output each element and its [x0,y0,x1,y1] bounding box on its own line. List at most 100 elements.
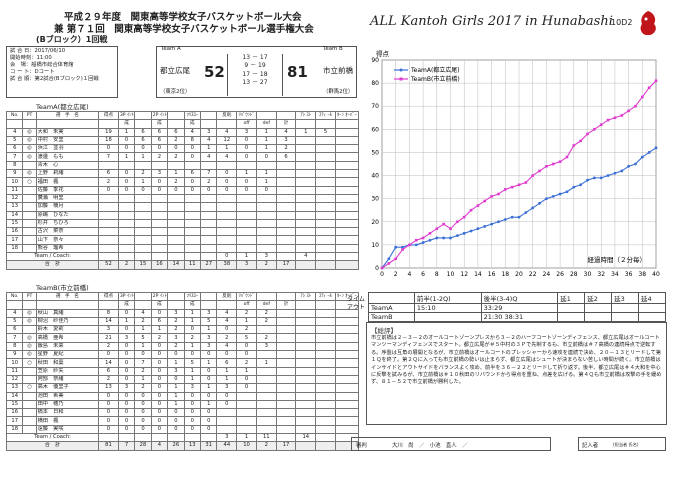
team-b-cell: 9 [5,350,24,360]
team-a-cell [183,193,202,204]
team-b-cell: 14 [5,391,24,401]
team-a-cell [216,193,238,204]
team-a-total-cell [315,260,336,270]
team-a-cell [134,193,152,204]
team-a-cell [255,218,277,229]
team-b-cell [22,325,37,335]
x-tick-label: 2 [394,271,398,278]
y-tick-label: 40 [371,173,379,180]
series-point-team-a [449,236,452,240]
team-b-coach-cell [117,433,136,443]
series-point-team-b [476,204,480,207]
team-a-header-cell [98,119,119,129]
team-b-header-cell: def [255,300,277,310]
team-b-cell: 高木 優里子 [35,383,100,393]
team-b-cell: 1 [167,358,185,368]
team-b-cell: 0 [117,341,136,352]
team-b-cell: 0 [216,399,238,410]
team-a-coach-cell: 1 [236,252,257,262]
team-a-header-cell [275,110,297,121]
team-b-cell: 1 [236,316,257,327]
team-a-cell [200,243,218,254]
team-a-cell [134,218,152,229]
x-tick-label: 24 [543,271,551,278]
team-a-cell [22,210,37,220]
team-a-cell: 6 [150,127,169,137]
team-b-cell: 1 [134,374,152,385]
team-b-cell: 2 [216,333,238,343]
team-a-cell: 1 [117,127,136,137]
team-b-cell: 0 [150,424,169,435]
team-a-cell: ◎ [22,169,37,179]
event-english-title: ALL Kantoh Girls 2017 in Hunabashi [370,14,613,29]
team-b-cell: 4 [5,308,24,318]
team-a-player-row: 5 ◎ 中村 安里 18 0 6 6 2 8 4 12 0 1 3 [5,135,360,146]
team-a-cell: 0 [134,185,152,195]
team-a-stats-table: No. PT 選 手 名得点 3P ｲﾝﾄ 2P ｲﾝﾄ ﾌﾘｽﾛｰ 反則 ﾘﾊﾞｳﾝﾄﾞ ｱｼ… [5,110,360,270]
team-b-cell: 0 [216,325,238,335]
series-point-team-a [558,192,562,196]
x-tick-label: 14 [474,271,482,278]
team-a-cell: 4 [5,127,24,137]
team-b-cell: 3 [167,366,185,376]
team-a-header-cell: No. [5,110,24,121]
team-a-cell: 8 [5,160,24,171]
team-b-cell [236,424,257,435]
team-b-coach-cell: 14 [295,433,317,443]
series-point-team-b [634,104,637,108]
series-point-team-a [613,171,617,175]
info-game-order: 試 合 順：第2試合(Bブロック)１回戦 [10,76,99,82]
team-a-cell: 古沢 菜奈 [35,227,100,237]
team-a-cell: 6 [134,127,152,137]
team-a-total-row: 合 計 52 2 15 16 14 11 27 38 3 2 17 [5,260,360,270]
team-a-total-cell: 52 [98,260,119,270]
team-b-cell [334,391,360,401]
team-a-cell [216,202,238,212]
team-b-cell [22,391,37,401]
team-a-player-row: 8 青木 心 [5,160,360,171]
team-b-cell: 0 [150,383,169,393]
team-a-cell [295,135,317,146]
team-b-cell: 0 [98,399,119,410]
team-a-cell: 0 [117,135,136,146]
team-a-cell [255,227,277,237]
team-b-cell [315,366,336,376]
team-b-header-cell [167,291,185,302]
team-a-cell [216,210,238,220]
team-a-total: 52 [204,63,225,81]
series-point-team-b [483,199,487,203]
team-a-cell [275,160,297,171]
team-b-cell: 12 [5,374,24,385]
team-b-coach-cell [200,433,218,443]
team-a-player-row: 7 ◎ 渡邊 もも 7 1 1 2 2 0 4 4 0 0 6 [5,152,360,162]
team-a-cell [117,202,136,212]
team-a-cell: 1 [167,169,185,179]
team-b-cell: 0 [117,408,136,418]
team-a-total-cell: 38 [216,260,238,270]
team-b-cell: 6 [150,316,169,327]
series-point-team-a [510,215,514,219]
team-b-cell: 2 [236,358,257,368]
team-a-cell [117,218,136,229]
team-b-total-cell [295,441,317,451]
team-b-cell [22,374,37,385]
team-b-player-row: 5 ◎ 柳沼 紗佳乃 14 1 2 6 2 1 5 4 1 2 [5,316,360,327]
team-a-cell: 0 [216,169,238,179]
x-tick-label: 12 [460,271,468,278]
info-date: 試 合 日：2017/06/10 [10,48,66,54]
team-b-cell: 0 [183,408,202,418]
team-a-cell [134,243,152,254]
team-b-header-cell: 成 [117,300,136,310]
team-a-header-cell: ﾌﾘｽﾛｰ [183,110,202,121]
team-a-cell: 0 [183,152,202,162]
team-b-cell: 0 [150,358,169,368]
team-b-cell: 2 [134,383,152,393]
series-point-team-b [469,208,473,212]
team-a-cell [295,160,317,171]
team-b-cell: ◎ [22,308,37,318]
team-b-total-row: 合 計 81 7 28 4 26 13 31 44 10 2 17 [5,441,360,451]
y-tick-label: 30 [371,196,379,203]
team-b-player-row: 14 池田 希美 0 0 0 0 1 0 0 0 [5,391,360,401]
team-b-cell: 秋田 和葉 [35,358,100,368]
series-point-team-b [510,185,514,189]
